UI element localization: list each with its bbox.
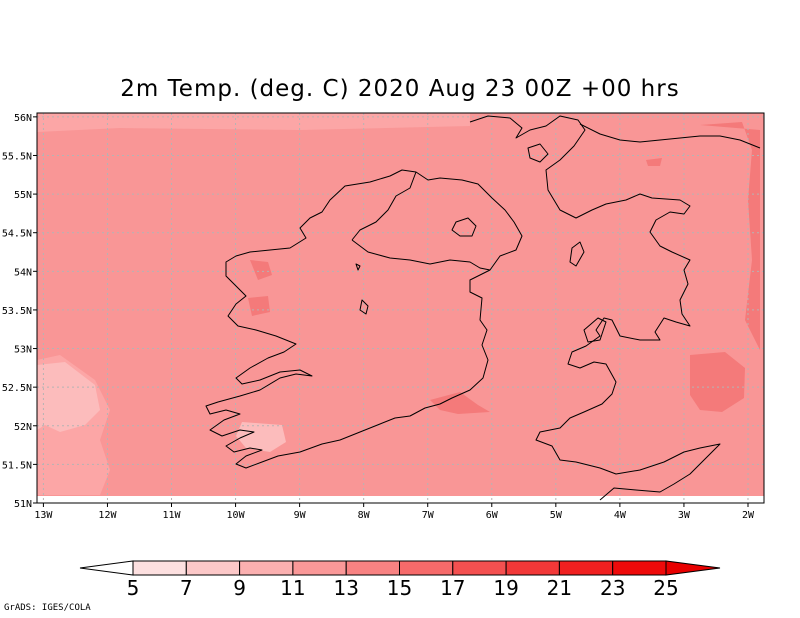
- lon-tick-label: 10W: [227, 510, 246, 521]
- colorbar-label: 23: [600, 576, 625, 600]
- colorbar-swatch: [345, 560, 401, 576]
- temperature-field: [37, 113, 764, 503]
- field-15-17-england: [690, 352, 745, 412]
- field-9-11-kerry: [236, 422, 286, 452]
- colorbar-swatch: [132, 560, 187, 576]
- field-15-17-north-east: [700, 122, 760, 350]
- lat-tick-label: 52.5N: [2, 383, 32, 394]
- field-undefined-south: [37, 496, 764, 503]
- field-15-17-mayo: [250, 260, 272, 280]
- colorbar-label: 17: [440, 576, 465, 600]
- lon-tick-label: 9W: [294, 510, 307, 521]
- lough-ree: [355, 263, 361, 271]
- east-coast: [579, 123, 761, 149]
- colorbar-label: 19: [493, 576, 518, 600]
- credit-text: GrADS: IGES/COLA: [4, 603, 91, 613]
- lat-tick-label: 55.5N: [2, 151, 32, 162]
- colorbar-label: 7: [180, 576, 193, 600]
- colorbar-label: 15: [387, 576, 412, 600]
- lat-tick-label: 56N: [14, 113, 32, 124]
- colorbar-swatch: [452, 560, 507, 576]
- chart-title: 2m Temp. (deg. C) 2020 Aug 23 00Z +00 hr…: [120, 76, 680, 102]
- colorbar-swatch: [505, 560, 560, 576]
- colorbar-label: 25: [653, 576, 678, 600]
- field-15-17-cumbria: [646, 158, 662, 166]
- lat-tick-label: 55N: [14, 190, 32, 201]
- lon-tick-label: 13W: [34, 510, 53, 521]
- colorbar-label: 21: [547, 576, 572, 600]
- colorbar-label: 5: [127, 576, 140, 600]
- lat-tick-label: 53.5N: [2, 306, 32, 317]
- latitude-axis: 56N 55.5N 55N 54.5N 54N 53.5N 53N 52.5N 52N 51.5N…: [2, 113, 37, 510]
- lon-tick-label: 12W: [98, 510, 117, 521]
- colorbar-swatch: [292, 560, 347, 576]
- colorbar: 5 7 9 11 13 15 17 19 21 23 25: [79, 560, 721, 600]
- colorbar-swatch: [239, 560, 294, 576]
- colorbar-label: 9: [233, 576, 246, 600]
- coastlines: [205, 115, 761, 501]
- lon-tick-label: 2W: [742, 510, 755, 521]
- mull-island: [527, 143, 549, 163]
- lat-tick-label: 54.5N: [2, 229, 32, 240]
- lat-tick-label: 51N: [14, 499, 32, 510]
- colorbar-swatch: [399, 560, 454, 576]
- ni-border: [351, 171, 491, 271]
- field-15-17-galway: [248, 296, 270, 316]
- anglesey: [583, 317, 607, 343]
- lat-tick-label: 53N: [14, 345, 32, 356]
- colorbar-left-arrow: [79, 560, 134, 576]
- lough-neagh: [451, 217, 477, 237]
- lough-corrib: [359, 299, 369, 315]
- lat-tick-label: 51.5N: [2, 460, 32, 471]
- lon-tick-label: 11W: [162, 510, 181, 521]
- lon-tick-label: 4W: [614, 510, 627, 521]
- map-gridlines: [37, 113, 764, 503]
- colorbar-swatch: [612, 560, 667, 576]
- ireland-coast: [205, 169, 523, 469]
- colorbar-label: 13: [333, 576, 358, 600]
- isle-of-man: [569, 241, 585, 267]
- field-11-13-north: [37, 113, 470, 132]
- lat-tick-label: 52N: [14, 422, 32, 433]
- lon-tick-label: 8W: [358, 510, 371, 521]
- colorbar-label: 11: [280, 576, 305, 600]
- colorbar-right-arrow: [665, 560, 721, 576]
- lon-tick-label: 3W: [678, 510, 691, 521]
- field-9-11-west: [37, 362, 100, 432]
- lon-tick-label: 7W: [422, 510, 435, 521]
- lon-tick-label: 6W: [486, 510, 499, 521]
- longitude-axis: 13W 12W 11W 10W 9W 8W 7W 6W 5W 4W 3W 2W: [34, 503, 755, 521]
- field-15-17-wexford: [430, 392, 490, 414]
- plot-frame: [36, 112, 765, 504]
- scotland-coast: [469, 115, 721, 501]
- colorbar-swatch: [558, 560, 614, 576]
- lat-tick-label: 54N: [14, 267, 32, 278]
- field-13-15: [37, 113, 764, 503]
- colorbar-swatch: [185, 560, 241, 576]
- lon-tick-label: 5W: [550, 510, 563, 521]
